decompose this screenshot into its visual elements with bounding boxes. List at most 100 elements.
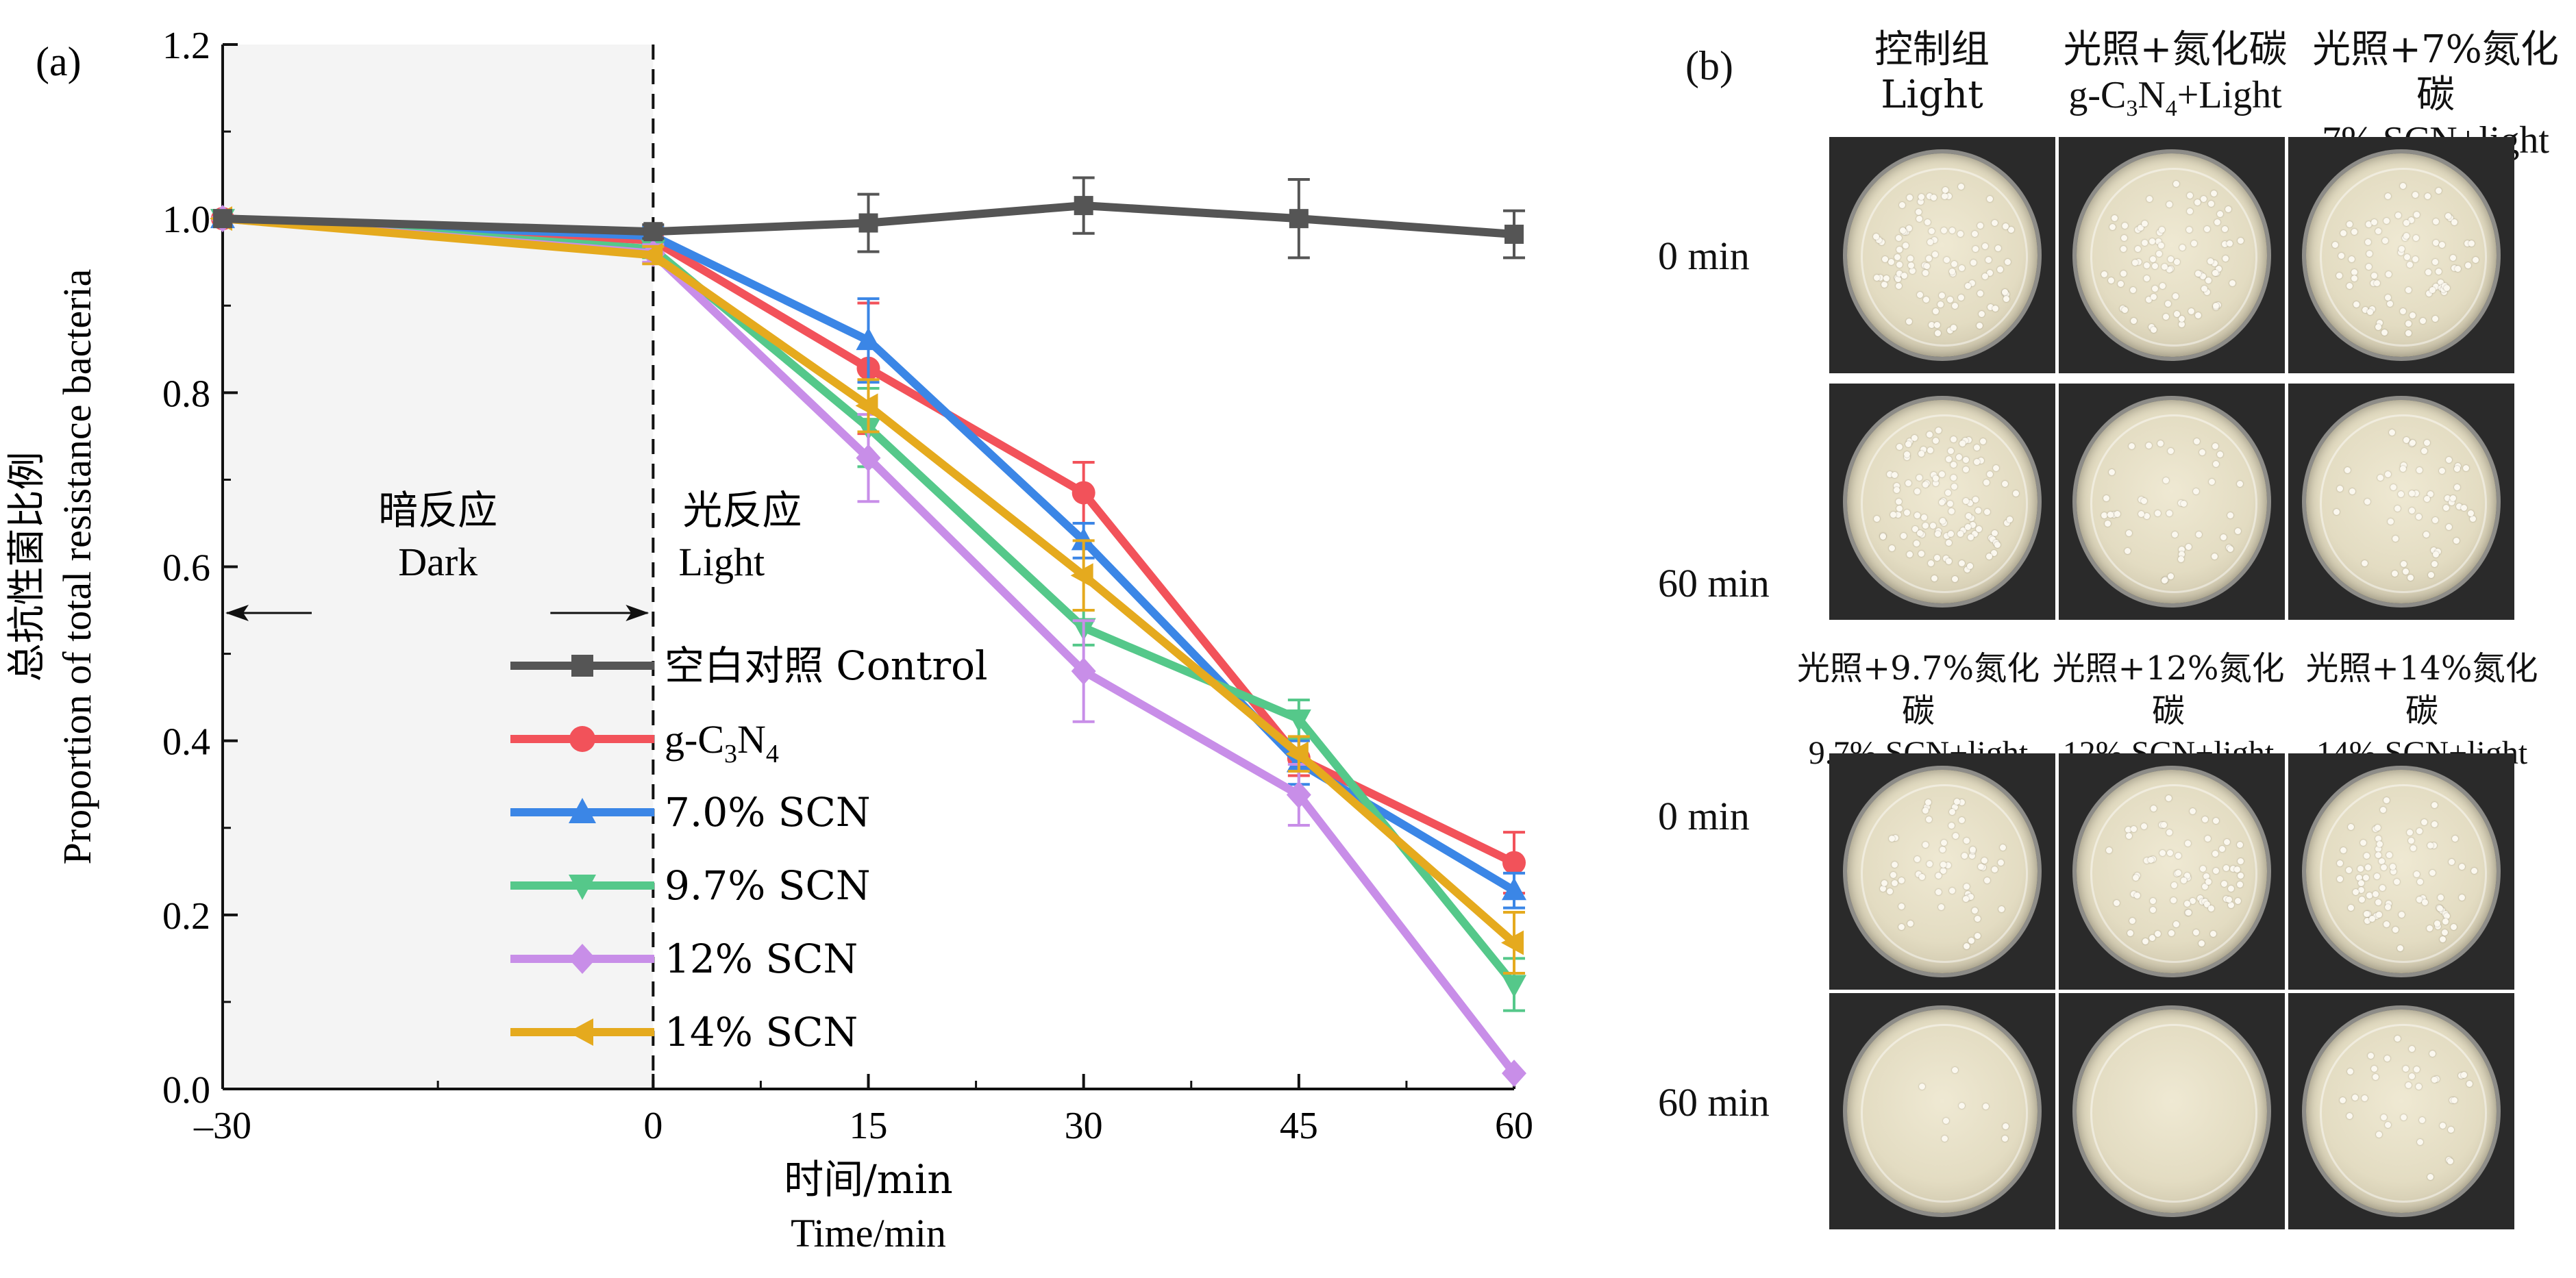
row-label-bottom-60min: 60 min	[1658, 1080, 1770, 1125]
bacterial-colony	[2186, 208, 2193, 215]
bacterial-colony	[1895, 235, 1902, 242]
bacterial-colony	[1968, 280, 1975, 287]
marker-square	[1289, 209, 1309, 229]
bacterial-colony	[2426, 290, 2433, 297]
bacterial-colony	[2178, 321, 2185, 327]
bacterial-colony	[1931, 251, 1938, 258]
bacterial-colony	[2161, 577, 2168, 584]
bacterial-colony	[2155, 250, 2162, 257]
bacterial-colony	[2394, 505, 2401, 512]
bacterial-colony	[2448, 1126, 2455, 1133]
bacterial-colony	[1905, 318, 1912, 325]
petri-plate	[1829, 993, 2055, 1229]
bacterial-colony	[1974, 508, 1981, 514]
bacterial-colony	[1940, 868, 1947, 875]
petri-plate	[1829, 753, 2055, 990]
bacterial-colony	[1968, 937, 1974, 944]
bacterial-colony	[1881, 255, 1888, 262]
legend-item-0: 空白对照 Control	[510, 642, 988, 689]
arrow-left-head	[225, 605, 249, 621]
marker-square	[643, 222, 663, 242]
bacterial-colony	[2381, 329, 2388, 336]
bacterial-colony	[2353, 301, 2360, 308]
bacterial-colony	[2401, 1114, 2407, 1120]
bacterial-colony	[1922, 481, 1929, 488]
bacterial-colony	[2208, 478, 2215, 485]
petri-dish-rim	[1860, 784, 2029, 964]
bacterial-colony	[2442, 918, 2449, 925]
bacterial-colony	[2160, 821, 2167, 828]
bacterial-colony	[2375, 836, 2382, 842]
bacterial-colony	[2453, 484, 2460, 490]
bacterial-colony	[1958, 183, 1965, 190]
bacterial-colony	[1941, 193, 1948, 200]
column-header-cn: 控制组	[1874, 27, 1990, 72]
marker-triangle-up	[856, 327, 881, 351]
bacterial-colony	[1904, 451, 1911, 458]
bacterial-colony	[2364, 239, 2371, 246]
bacterial-colony	[2213, 867, 2220, 874]
bacterial-colony	[2351, 275, 2357, 281]
bacterial-colony	[2439, 242, 2446, 248]
bacterial-colony	[2204, 225, 2211, 232]
bacterial-colony	[1964, 566, 1971, 573]
bacterial-colony	[2386, 851, 2393, 858]
bacterial-colony	[2386, 901, 2392, 907]
bacterial-colony	[1914, 540, 1920, 547]
bacterial-colony	[2002, 288, 2009, 295]
bacterial-colony	[1997, 266, 2004, 273]
bacterial-colony	[2413, 212, 2420, 218]
petri-dish-rim	[2090, 167, 2258, 347]
bacterial-colony	[2186, 226, 2193, 233]
bacterial-colony	[2149, 897, 2156, 904]
bacterial-colony	[2405, 321, 2412, 327]
bacterial-colony	[2451, 1097, 2457, 1104]
bacterial-colony	[1935, 872, 1942, 879]
bacterial-colony	[2399, 465, 2406, 472]
bacterial-colony	[2143, 275, 2150, 282]
bacterial-colony	[1978, 310, 1985, 317]
bacterial-colony	[1952, 575, 1959, 582]
bacterial-colony	[2443, 505, 2450, 512]
bacterial-colony	[2375, 323, 2381, 330]
bacterial-colony	[1969, 853, 1976, 860]
bacterial-colony	[2406, 829, 2413, 836]
bacterial-colony	[2387, 518, 2394, 525]
bacterial-colony	[1935, 531, 1942, 538]
bacterial-colony	[2235, 897, 2242, 904]
bacterial-colony	[2170, 882, 2177, 889]
bacterial-colony	[2002, 481, 2009, 488]
bacterial-colony	[1981, 857, 1988, 864]
bacterial-colony	[2229, 279, 2236, 286]
petri-dish	[1847, 153, 2038, 357]
chart-legend: 空白对照 Control g-C3N4 7.0% SCN 9.7% SCN 12% SC…	[510, 642, 988, 1055]
petri-dish	[2306, 1010, 2497, 1213]
bacterial-colony	[1972, 246, 1979, 252]
bacterial-colony	[2109, 468, 2116, 475]
bacterial-colony	[2403, 220, 2410, 227]
bacterial-colony	[2162, 313, 2169, 320]
bacterial-colony	[2410, 439, 2416, 446]
bacterial-colony	[2407, 575, 2414, 581]
bacterial-colony	[2205, 277, 2212, 284]
bacterial-colony	[1950, 475, 1957, 481]
bacterial-colony	[1971, 907, 1978, 914]
petri-plate	[2288, 753, 2514, 990]
bacterial-colony	[1909, 267, 1916, 274]
bacterial-colony	[2122, 306, 2129, 313]
panel-b-plates: (b) 控制组 Light 光照+氮化碳 g-C3N4+Light 光照+7%氮…	[1631, 0, 2576, 1278]
bacterial-colony	[2359, 897, 2365, 903]
bacterial-colony	[2227, 546, 2233, 553]
bacterial-colony	[2175, 870, 2181, 877]
bacterial-colony	[2419, 318, 2426, 325]
bacterial-colony	[2173, 258, 2180, 265]
bacterial-colony	[2394, 212, 2401, 218]
bacterial-colony	[1915, 208, 1922, 215]
bacterial-colony	[1894, 486, 1900, 493]
bacterial-colony	[2172, 921, 2179, 928]
bacterial-colony	[2129, 917, 2136, 924]
petri-dish-rim	[2090, 784, 2258, 964]
bacterial-colony	[2429, 1050, 2436, 1057]
bacterial-colony	[2431, 1077, 2438, 1083]
bacterial-colony	[1914, 512, 1920, 519]
